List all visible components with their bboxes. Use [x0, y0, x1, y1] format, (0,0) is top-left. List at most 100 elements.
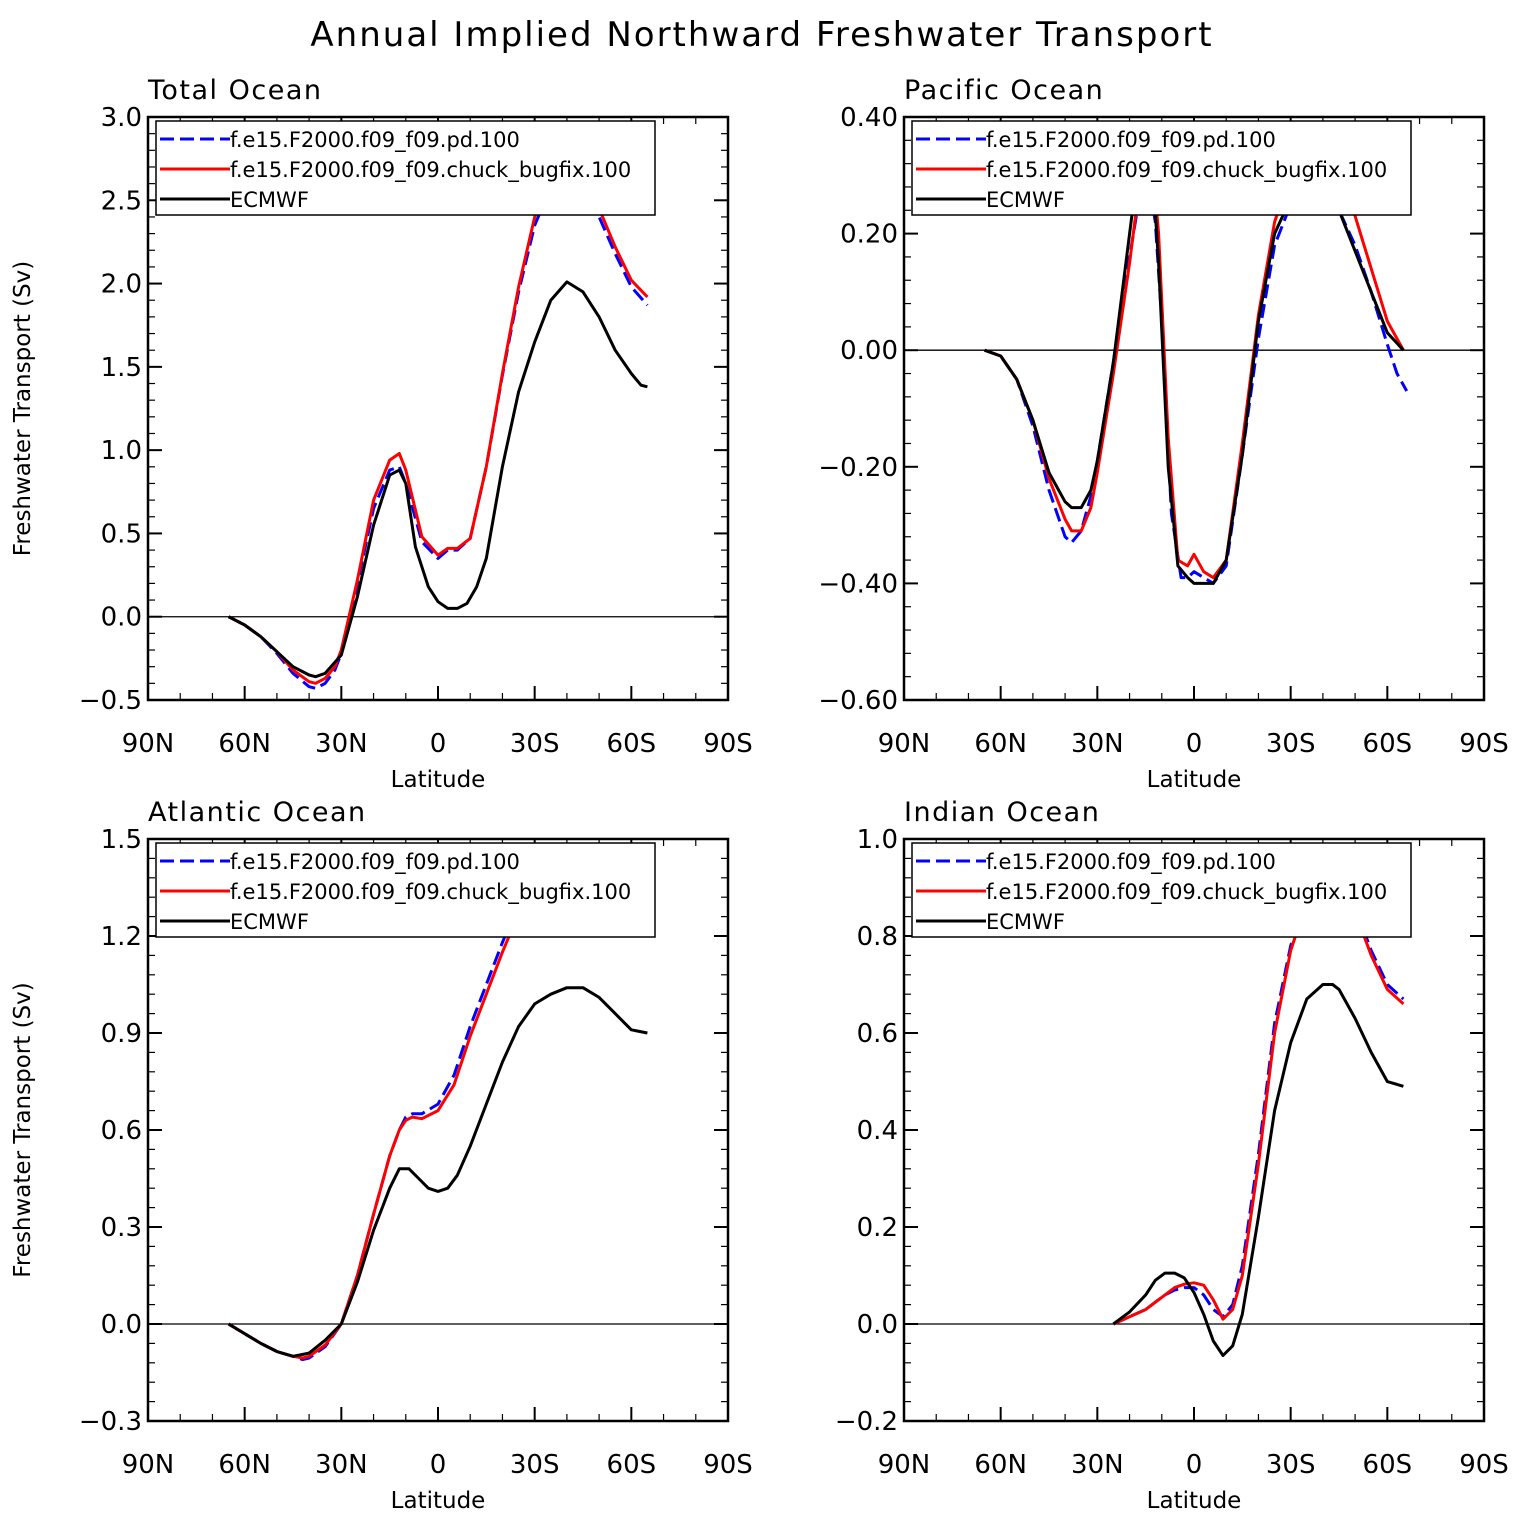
series-line-ecmwf: [227, 280, 648, 679]
x-tick-label: 60N: [218, 729, 271, 759]
y-tick-label: −0.40: [818, 569, 898, 599]
y-tick-label: 2.0: [101, 270, 142, 300]
y-tick-label: 1.5: [101, 353, 142, 383]
x-tick-label: 90N: [122, 1450, 175, 1480]
y-tick-label: 1.2: [101, 922, 142, 952]
x-tick-label: 30S: [1266, 1450, 1316, 1480]
y-tick-label: 0.6: [101, 1116, 142, 1146]
y-tick-label: 3.0: [101, 103, 142, 133]
legend-box: [155, 842, 656, 938]
series-line-pd: [227, 172, 649, 690]
y-tick-label: 0.0: [101, 603, 142, 633]
x-tick-label: 90S: [703, 1450, 753, 1480]
series-line-ecmwf: [227, 986, 648, 1358]
y-tick-label: 0.3: [101, 1213, 142, 1243]
chart-panel: 90N 60N 30N 0 30S 60S 90S −0.60 −0.40 −0.20 0.00 0.…: [818, 75, 1508, 793]
legend: f.e15.F2000.f09_f09.pd.100 f.e15.F2000.f0…: [911, 120, 1412, 216]
panel-title: Total Ocean: [147, 75, 323, 106]
y-tick-label: 0.6: [857, 1019, 898, 1049]
y-tick-label: 0.40: [840, 103, 898, 133]
x-tick-label: 90S: [1459, 1450, 1509, 1480]
legend-box: [911, 842, 1412, 938]
panel-title: Indian Ocean: [904, 797, 1100, 828]
legend-label: ECMWF: [230, 188, 309, 212]
x-tick-label: 90S: [703, 729, 753, 759]
y-axis-label: Freshwater Transport (Sv): [10, 982, 36, 1277]
chart-panel: 90N 60N 30N 0 30S 60S 90S −0.3 0.0 0.3 0.6 0.9 1.2 1.…: [10, 797, 753, 1514]
x-tick-label: 90N: [878, 1450, 931, 1480]
chart-panel: 90N 60N 30N 0 30S 60S 90S −0.2 0.0 0.2 0.4 0.6 0.8 1.…: [835, 797, 1509, 1514]
y-tick-label: 0.20: [840, 220, 898, 250]
x-tick-label: 0: [1186, 1450, 1203, 1480]
legend-box: [155, 120, 656, 216]
figure-title: Annual Implied Northward Freshwater Tran…: [310, 15, 1213, 55]
plot-frame: [146, 115, 730, 702]
y-tick-label: 0.5: [101, 519, 142, 549]
y-tick-label: −0.3: [79, 1407, 142, 1437]
legend-label: f.e15.F2000.f09_f09.pd.100: [986, 850, 1276, 875]
x-tick-label: 30N: [1071, 729, 1124, 759]
legend-label: f.e15.F2000.f09_f09.pd.100: [986, 128, 1276, 153]
legend-label: f.e15.F2000.f09_f09.pd.100: [230, 850, 520, 875]
x-tick-label: 30S: [510, 1450, 560, 1480]
x-tick-label: 30N: [315, 729, 368, 759]
plot-frame: [902, 115, 1486, 702]
x-tick-label: 60S: [1363, 729, 1413, 759]
x-tick-label: 60S: [607, 729, 657, 759]
legend-label: f.e15.F2000.f09_f09.pd.100: [230, 128, 520, 153]
x-tick-label: 60S: [607, 1450, 657, 1480]
legend-label: ECMWF: [986, 910, 1065, 934]
series-line-pd: [984, 179, 1409, 585]
y-tick-label: 1.0: [857, 825, 898, 855]
x-tick-label: 30S: [510, 729, 560, 759]
x-tick-label: 30N: [315, 1450, 368, 1480]
x-axis-label: Latitude: [391, 767, 486, 793]
y-tick-label: 0.0: [857, 1310, 898, 1340]
y-tick-label: 2.5: [101, 186, 142, 216]
legend-box: [911, 120, 1412, 216]
legend-label: f.e15.F2000.f09_f09.chuck_bugfix.100: [230, 880, 631, 905]
series-line-ecmwf: [1112, 983, 1404, 1357]
legend-label: f.e15.F2000.f09_f09.chuck_bugfix.100: [230, 158, 631, 183]
y-axis-label: Freshwater Transport (Sv): [10, 261, 36, 556]
x-tick-label: 60S: [1363, 1450, 1413, 1480]
y-tick-label: −0.60: [818, 686, 898, 716]
x-tick-label: 90N: [122, 729, 175, 759]
x-tick-label: 90S: [1459, 729, 1509, 759]
legend-label: f.e15.F2000.f09_f09.chuck_bugfix.100: [986, 880, 1387, 905]
y-tick-label: −0.2: [835, 1407, 898, 1437]
legend-label: f.e15.F2000.f09_f09.chuck_bugfix.100: [986, 158, 1387, 183]
legend-label: ECMWF: [230, 910, 309, 934]
y-tick-label: 0.0: [101, 1310, 142, 1340]
x-tick-label: 30N: [1071, 1450, 1124, 1480]
x-tick-label: 0: [430, 729, 447, 759]
y-tick-label: 0.9: [101, 1019, 142, 1049]
y-tick-label: 0.4: [857, 1116, 898, 1146]
x-axis-label: Latitude: [1147, 1488, 1242, 1514]
legend: f.e15.F2000.f09_f09.pd.100 f.e15.F2000.f0…: [155, 120, 656, 216]
y-tick-label: 0.2: [857, 1213, 898, 1243]
legend: f.e15.F2000.f09_f09.pd.100 f.e15.F2000.f0…: [155, 842, 656, 938]
plot-frame: [146, 837, 730, 1423]
x-tick-label: 60N: [218, 1450, 271, 1480]
y-tick-label: −0.5: [79, 686, 142, 716]
panel-title: Atlantic Ocean: [148, 797, 367, 828]
x-tick-label: 0: [1186, 729, 1203, 759]
panel-title: Pacific Ocean: [904, 75, 1104, 106]
x-tick-label: 90N: [878, 729, 931, 759]
x-axis-label: Latitude: [391, 1488, 486, 1514]
chart-panel: 90N 60N 30N 0 30S 60S 90S −0.5 0.0 0.5 1.0 1.5 2.0 2.…: [10, 75, 753, 793]
y-tick-label: −0.20: [818, 453, 898, 483]
y-tick-label: 1.5: [101, 825, 142, 855]
x-tick-label: 60N: [974, 1450, 1027, 1480]
legend: f.e15.F2000.f09_f09.pd.100 f.e15.F2000.f0…: [911, 842, 1412, 938]
x-tick-label: 60N: [974, 729, 1027, 759]
plot-frame: [902, 837, 1486, 1423]
y-tick-label: 0.8: [857, 922, 898, 952]
y-tick-label: 1.0: [101, 436, 142, 466]
x-axis-label: Latitude: [1147, 767, 1242, 793]
series-line-bugfix: [227, 162, 649, 685]
panels: 90N 60N 30N 0 30S 60S 90S −0.5 0.0 0.5 1.0 1.5 2.0 2.…: [10, 75, 1509, 1514]
x-tick-label: 0: [430, 1450, 447, 1480]
